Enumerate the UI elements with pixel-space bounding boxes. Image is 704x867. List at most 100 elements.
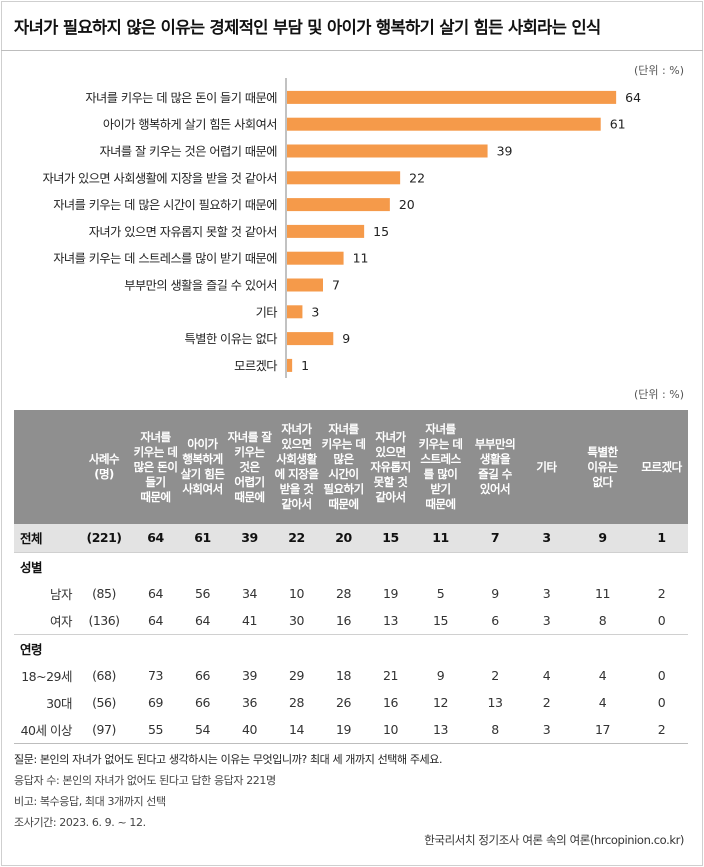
table-cell: 41 — [242, 612, 257, 628]
group-row: 성별 — [14, 551, 688, 580]
table-cell: 64 — [195, 612, 210, 628]
table-cell: 40세 이상 — [14, 716, 76, 744]
table-cell: 3 — [542, 586, 551, 601]
bar — [287, 198, 390, 212]
title-divider — [1, 50, 703, 51]
table-cell: 8 — [467, 716, 523, 744]
table-cell: 9 — [436, 668, 445, 683]
table-cell: 15 — [367, 524, 414, 552]
column-header: 기타 — [523, 410, 570, 524]
table-cell: 12 — [433, 695, 448, 710]
bar-chart: 자녀를 키우는 데 많은 돈이 들기 때문에 64 아이가 행복하게 살기 힘든 사… — [43, 78, 641, 378]
bar — [287, 90, 617, 104]
table-cell: 30대 — [46, 696, 72, 711]
bar — [287, 224, 365, 238]
table-cell: 남자 — [49, 587, 73, 602]
table-cell: 26 — [336, 695, 351, 710]
category-label: 자녀를 키우는 데 많은 시간이 필요하기 때문에 — [53, 198, 277, 212]
table-cell: 2 — [491, 668, 499, 683]
table-cell: 28 — [336, 586, 351, 601]
column-header: 모르겠다 — [635, 410, 688, 524]
table-cell: (68) — [92, 668, 116, 683]
table-cell: 17 — [570, 716, 635, 744]
bar — [287, 171, 401, 185]
table-cell: 21 — [383, 668, 398, 683]
table-cell: 36 — [242, 695, 257, 710]
column-header: 자녀를 키우는 데 스트레스 를 많이 받기 때문에 — [414, 410, 467, 524]
bar-value-label: 15 — [373, 224, 389, 239]
bar-value-label: 64 — [625, 90, 641, 105]
table-cell: 40 — [226, 716, 273, 744]
bar-value-label: 22 — [409, 170, 425, 185]
crosstab-table: 사례수 (명) 자녀를 키우는 데 많은 돈이 들기 때문에 아이가 행복하게 살기 힘든 사회여서… — [14, 410, 688, 744]
table-cell: 69 — [148, 695, 163, 710]
table-cell: 34 — [242, 586, 257, 601]
table-cell: 20 — [320, 524, 367, 552]
group-label: 성별 — [14, 551, 688, 580]
table-cell: (97) — [76, 716, 132, 744]
bar — [287, 358, 293, 372]
bar — [287, 251, 344, 265]
category-label: 기타 — [256, 305, 278, 319]
table-cell: 4 — [542, 668, 551, 683]
table-cell: 2 — [542, 695, 551, 710]
table-cell: 15 — [433, 612, 448, 628]
note-remark: 비고: 복수응답, 최대 3개까지 선택 — [14, 795, 166, 808]
table-row: 30대 (56) 69 66 36 28 26 16 12 13 2 4 0 — [14, 689, 688, 716]
table-cell: 11 — [595, 586, 610, 601]
table-cell: 11 — [414, 524, 467, 552]
table-cell: 13 — [383, 612, 398, 628]
table-cell: 19 — [383, 586, 398, 601]
table-unit-label: (단위 : %) — [634, 388, 684, 401]
table-cell: 10 — [289, 586, 304, 601]
table-cell: (136) — [88, 612, 120, 628]
category-label: 부부만의 생활을 즐길 수 있어서 — [124, 279, 277, 293]
note-question: 질문: 본인의 자녀가 없어도 된다고 생각하시는 이유는 무엇입니까? 최대 … — [14, 753, 443, 766]
table-cell: 61 — [179, 524, 226, 552]
table-cell: 3 — [523, 524, 570, 552]
table-cell: 13 — [487, 695, 503, 710]
table-cell: 4 — [598, 668, 607, 683]
table-cell: 10 — [367, 716, 414, 744]
table-cell: 73 — [148, 668, 163, 683]
category-label: 모르겠다 — [234, 359, 277, 373]
category-label: 자녀를 키우는 데 많은 돈이 들기 때문에 — [85, 91, 277, 105]
table-cell: (85) — [92, 586, 116, 601]
bar — [287, 144, 488, 158]
bar-value-label: 7 — [332, 278, 340, 293]
category-label: 자녀를 잘 키우는 것은 어렵기 때문에 — [99, 145, 277, 159]
table-cell: 2 — [635, 716, 688, 744]
table-cell: 64 — [132, 524, 179, 552]
bar — [287, 278, 323, 292]
bar — [287, 117, 601, 131]
table-cell: 66 — [195, 695, 210, 710]
table-cell: 54 — [179, 716, 226, 744]
category-label: 자녀가 있으면 사회생활에 지장을 받을 것 같아서 — [43, 171, 278, 185]
table-cell: 18~29세 — [21, 669, 72, 684]
table-cell: 8 — [598, 612, 607, 628]
table-cell: 16 — [383, 695, 398, 710]
table-cell: 9 — [491, 586, 499, 601]
bar-value-label: 3 — [311, 304, 319, 319]
table-row: 남자 (85) 64 56 34 10 28 19 5 9 3 11 2 — [14, 580, 688, 607]
table-cell: 9 — [570, 524, 635, 552]
table-cell: 22 — [273, 524, 320, 552]
category-label: 특별한 이유는 없다 — [185, 332, 278, 346]
table-cell: 1 — [635, 524, 688, 552]
table-cell: 여자 — [49, 613, 73, 629]
table-cell: 39 — [242, 668, 257, 683]
table-cell: 64 — [148, 586, 163, 601]
table-cell: 5 — [436, 586, 445, 601]
group-label: 연령 — [14, 633, 688, 662]
table-cell: 3 — [523, 716, 570, 744]
table-cell: 2 — [657, 586, 666, 601]
column-header: 자녀가 있으면 자유롭지 못할 것 같아서 — [367, 410, 414, 524]
table-header-row: 사례수 (명) 자녀를 키우는 데 많은 돈이 들기 때문에 아이가 행복하게 살기 힘든 사회여서… — [14, 410, 688, 524]
table-cell: 3 — [542, 612, 551, 628]
source-credit: 한국리서치 정기조사 여론 속의 여론(hrcopinion.co.kr) — [424, 833, 684, 847]
survey-notes: 질문: 본인의 자녀가 없어도 된다고 생각하시는 이유는 무엇입니까? 최대 … — [14, 749, 442, 833]
table-row: 18~29세 (68) 73 66 39 29 18 21 9 2 4 4 0 — [14, 662, 688, 689]
column-header: 사례수 (명) — [76, 410, 132, 524]
table-cell: 19 — [320, 716, 367, 744]
